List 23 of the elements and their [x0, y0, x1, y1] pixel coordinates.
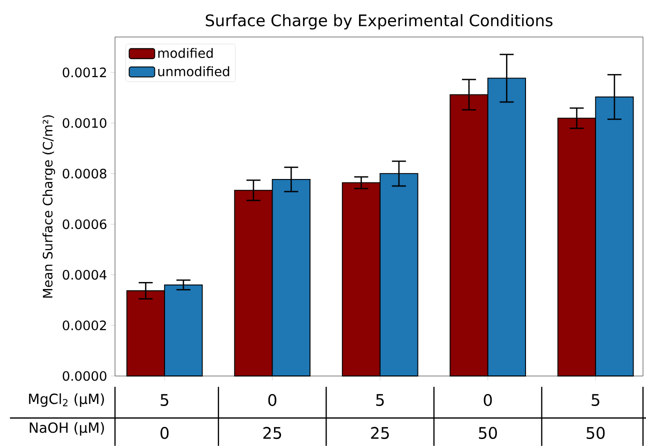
y-tick-label: 0.0010	[62, 118, 106, 128]
text: 0	[160, 426, 169, 439]
x-tick-label: 5	[592, 394, 600, 406]
x-tick-label: 0	[484, 394, 492, 406]
text: 25	[263, 426, 282, 439]
y-tick-label: 0.0006	[62, 219, 106, 230]
x-tick-label: 0	[268, 394, 276, 406]
text: NaOH (µM)	[30, 422, 104, 436]
x-tick-label: 5	[160, 394, 168, 406]
y-tick-label: 0.0012	[62, 68, 106, 78]
text: 50	[478, 426, 497, 439]
text: 50	[586, 426, 605, 439]
y-tick-label: 0.0002	[62, 320, 106, 330]
y-tick-label: 0.0004	[62, 270, 106, 280]
y-tick-label: 0.0000	[62, 371, 106, 381]
y-axis-title: Mean Surface Charge (C/m²)	[42, 115, 56, 298]
legend-label: modified	[158, 48, 213, 58]
y-tick-label: 0.0008	[62, 168, 106, 179]
x-tick-label: 5	[376, 394, 384, 406]
legend-label: unmodified	[158, 66, 230, 76]
text: MgCl$_{2}$ (µM)	[29, 393, 104, 407]
text: 25	[371, 426, 389, 439]
chart-title: Surface Charge by Experimental Conditions	[206, 14, 552, 30]
